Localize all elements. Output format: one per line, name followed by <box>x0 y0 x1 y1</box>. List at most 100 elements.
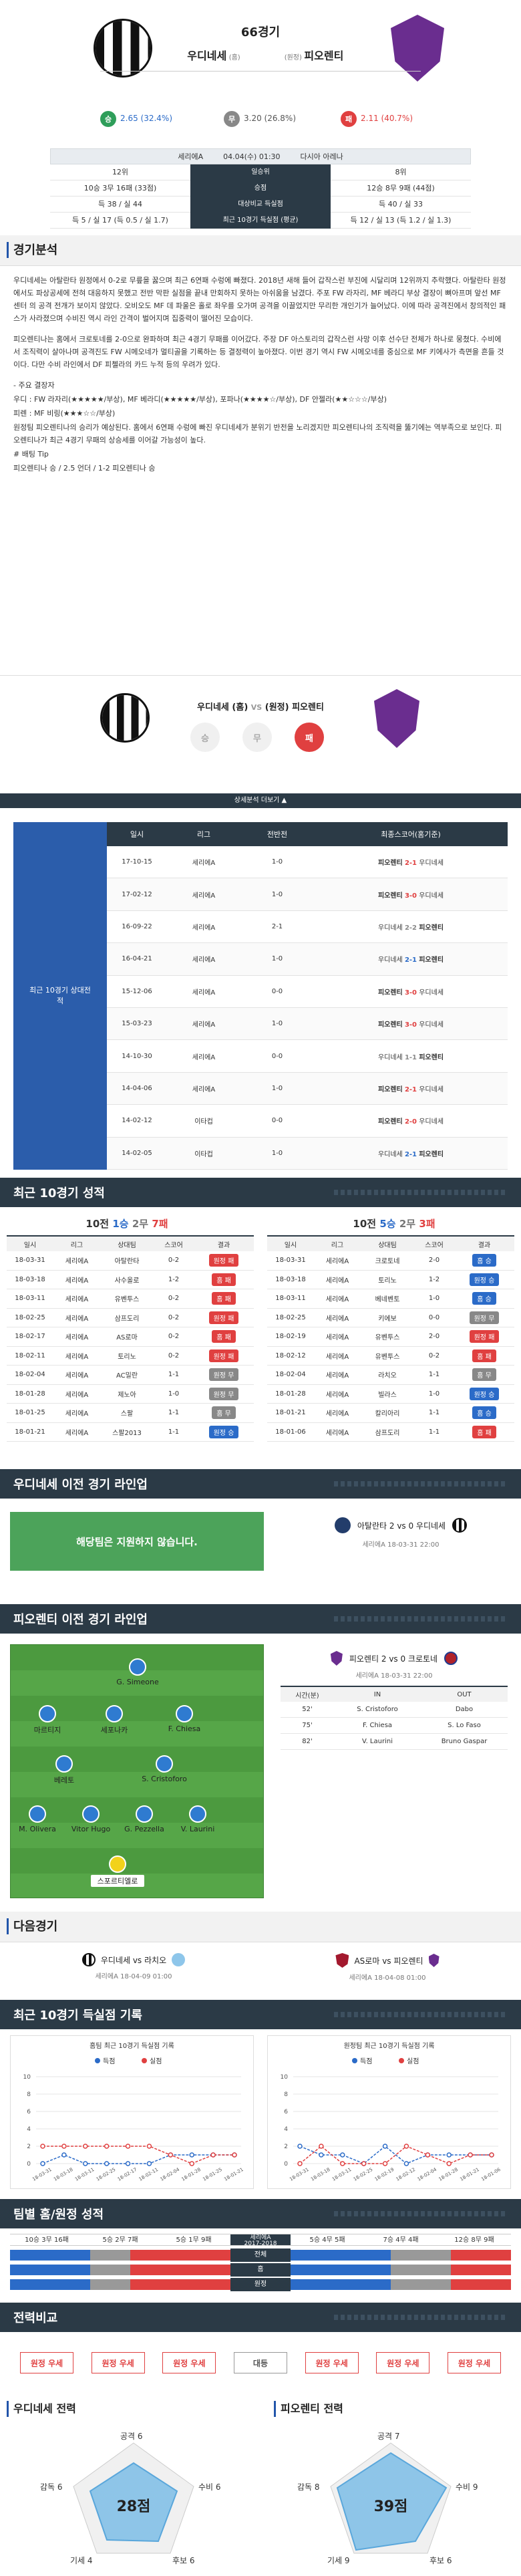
y-tick-label: 6 <box>284 2109 288 2115</box>
recent-header-cell: 결과 <box>217 1241 230 1249</box>
x-tick-label: 18-02-11 <box>138 2167 160 2182</box>
summary-title: 우디네세 (홈) VS (원정) 피오렌티 <box>197 702 324 713</box>
recent-result: 원정 무 <box>208 1368 239 1382</box>
recent-league: 세리에A <box>325 1315 349 1323</box>
series-point <box>168 2152 174 2158</box>
udinese-logo-small <box>100 693 150 743</box>
recent-date: 18-02-25 <box>15 1313 45 1321</box>
recent-league: 세리에A <box>65 1372 89 1380</box>
series-line-1 <box>299 2146 492 2164</box>
y-tick-label: 8 <box>284 2091 288 2098</box>
recent-score: 1-1 <box>168 1428 180 1436</box>
recent-date: 18-01-25 <box>15 1409 45 1417</box>
recent-row: 18-01-28 세리에A 빌라스 1-0 원정 승 <box>267 1385 514 1404</box>
y-tick-label: 4 <box>284 2126 288 2133</box>
compare-row: 득 5 / 실 17 (득 0.5 / 실 1.7) 최근 10경기 득실점 (평… <box>50 212 471 229</box>
analysis-title: 경기분석 <box>13 243 58 257</box>
h2h-scoreline: 2-1 <box>404 1150 417 1158</box>
player-shirt-icon <box>189 1805 206 1823</box>
home-chart-title: 홈팀 최근 10경기 득실점 기록 <box>90 2043 174 2050</box>
h2h-date: 14-04-06 <box>122 1084 152 1092</box>
h2h-row: 17-02-12 세리에A 1-0 피오렌티 3-0 우디네세 <box>107 878 508 911</box>
recent-league: 세리에A <box>325 1391 349 1399</box>
h2h-date: 16-09-22 <box>122 922 152 930</box>
y-tick-label: 8 <box>27 2091 31 2098</box>
series-point <box>210 2152 216 2158</box>
h2h-half: 0-0 <box>271 987 283 995</box>
lineup-player: S. Cristoforo <box>138 1755 191 1783</box>
h2h-half: 2-1 <box>271 922 283 930</box>
h2h-half: 1-0 <box>271 1084 283 1092</box>
recent-date: 18-03-11 <box>275 1295 306 1303</box>
home-goal-chart: 홈팀 최근 10경기 득실점 기록 득점 실점 0 2 4 6 8 10 18-03-31 18-… <box>10 2035 254 2189</box>
recent-opp: 사수올로 <box>114 1277 140 1285</box>
h2h-score: 우디네세 2-1 피오렌티 <box>314 1148 508 1158</box>
h2h-league: 세리에A <box>192 989 216 997</box>
y-tick-label: 10 <box>281 2074 289 2081</box>
subs-header-cell: IN <box>373 1690 381 1698</box>
compare-cell-left: 득 38 / 실 44 <box>98 199 142 209</box>
recent-opp: 토리노 <box>118 1353 136 1361</box>
recent10-right-summary: 10전 5승 2무 3패 <box>353 1218 436 1230</box>
h2h-row: 14-10-30 세리에A 0-0 우디네세 1-1 피오렌티 <box>107 1040 508 1073</box>
record-draw-bar <box>90 2279 130 2290</box>
h2h-league: 세리에A <box>192 1085 216 1093</box>
recent-date: 18-02-12 <box>275 1351 306 1360</box>
next-match-title: 다음경기 <box>13 1920 58 1934</box>
udinese-radar: 공격 6 수비 6 후보 6 기세 4 감독 6 28점 <box>10 2426 257 2570</box>
recent-result: 홈 무 <box>472 1368 496 1382</box>
recent-row: 18-02-19 세리에A 유벤투스 2-0 원정 패 <box>267 1327 514 1347</box>
series-point <box>340 2161 345 2166</box>
legend-marker <box>352 2058 357 2063</box>
y-tick-label: 2 <box>284 2144 288 2150</box>
recent-row: 18-03-18 세리에A 토리노 1-2 원정 승 <box>267 1271 514 1289</box>
recent-score: 0-2 <box>168 1313 180 1321</box>
series-point <box>189 2161 194 2166</box>
series-point <box>319 2144 324 2149</box>
player-shirt-icon <box>109 1855 126 1873</box>
summary-win: 승 <box>190 723 220 752</box>
lineup-player: G. Pezzella <box>118 1805 171 1833</box>
analysis-paragraph: # 배팅 Tip <box>13 450 49 459</box>
recent-row: 18-03-31 세리에A 크로토네 2-0 홈 승 <box>267 1251 514 1271</box>
recent-result: 원정 패 <box>208 1311 239 1324</box>
recent-header-row: 일시 리그 상대팀 스코어 결과 <box>267 1235 514 1251</box>
recent-header-cell: 스코어 <box>425 1241 444 1249</box>
recent-opp: 베네벤토 <box>375 1296 400 1304</box>
h2h-scoreline: 1-1 <box>404 1053 417 1061</box>
team-record-table: 10승 3무 16패 5승 2무 7패 5승 1무 9패 세리에A 2017-20… <box>10 2234 511 2294</box>
h2h-date: 14-10-30 <box>122 1052 152 1060</box>
h2h-side-label: 최근 10경기 상대전적 <box>13 822 107 1170</box>
x-tick-label: 18-03-31 <box>31 2167 53 2182</box>
h2h-date: 16-04-21 <box>122 955 152 963</box>
x-tick-label: 18-03-11 <box>74 2167 96 2182</box>
y-tick-label: 2 <box>27 2144 31 2150</box>
series-point <box>61 2144 67 2149</box>
recent-opp: 토리노 <box>378 1277 397 1285</box>
recent-opp: AS로마 <box>116 1334 138 1342</box>
subs-in: F. Chiesa <box>362 1722 393 1729</box>
more-analysis-button[interactable]: 상세분석 더보기 ▲ <box>0 793 521 808</box>
record-lose-bar <box>130 2279 230 2290</box>
series-point <box>146 2161 152 2166</box>
player-shirt-icon <box>156 1755 173 1773</box>
h2h-date: 15-12-06 <box>122 987 152 995</box>
record-draw-bar <box>90 2250 130 2261</box>
recent-row: 18-02-12 세리에A 유벤투스 0-2 홈 패 <box>267 1347 514 1366</box>
series-line-0 <box>299 2146 492 2164</box>
win-badge: 승 <box>100 111 116 127</box>
fiorentina-power-score: 39점 <box>373 2498 408 2515</box>
recent-opp: 삼프도리 <box>375 1429 400 1437</box>
series-point <box>83 2161 88 2166</box>
recent-result: 홈 승 <box>472 1406 496 1420</box>
subs-header: 시간(분) IN OUT <box>281 1686 508 1702</box>
series-point <box>361 2161 367 2166</box>
series-point <box>146 2144 152 2149</box>
series-point <box>403 2161 409 2166</box>
udinese-momentum: 기세 4 <box>70 2556 93 2565</box>
subs-out: S. Lo Faso <box>448 1722 481 1729</box>
recent-result: 홈 승 <box>472 1292 496 1305</box>
recent-score: 1-1 <box>168 1409 180 1417</box>
recent-row: 18-01-21 세리에A 스팔2013 1-1 원정 승 <box>7 1423 254 1442</box>
